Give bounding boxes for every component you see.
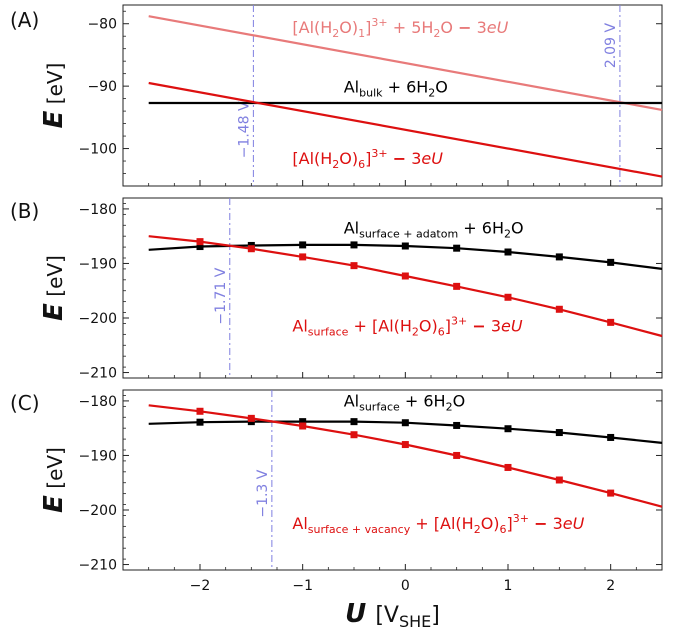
- y-tick-label: −210: [79, 558, 117, 574]
- y-tick-label: −210: [79, 366, 117, 382]
- data-point: [401, 242, 409, 250]
- x-tick-label: −2: [190, 578, 211, 594]
- data-point: [350, 431, 358, 439]
- data-point: [299, 253, 307, 261]
- series-annotation: Albulk + 6H2O: [344, 77, 448, 99]
- data-point: [247, 414, 255, 422]
- data-point: [555, 429, 563, 437]
- data-point: [607, 318, 615, 326]
- data-point: [504, 463, 512, 471]
- data-point: [607, 433, 615, 441]
- data-point: [196, 238, 204, 246]
- y-tick-label: −190: [79, 256, 117, 272]
- plot-frame: [122, 4, 663, 187]
- data-point: [453, 244, 461, 252]
- series-annotation: Alsurface + 6H2O: [344, 391, 465, 413]
- data-point: [504, 425, 512, 433]
- data-point: [299, 241, 307, 249]
- data-point: [555, 305, 563, 313]
- data-point: [247, 245, 255, 253]
- data-point: [401, 441, 409, 449]
- x-tick-label: 0: [401, 578, 410, 594]
- y-tick-label: −100: [79, 142, 117, 158]
- y-tick-label: −90: [87, 79, 117, 95]
- y-tick-label: −80: [87, 17, 117, 33]
- y-axis-label: E [eV]: [39, 255, 69, 321]
- y-axis-label: E [eV]: [39, 63, 69, 129]
- x-tick-label: 2: [606, 578, 615, 594]
- data-point: [504, 248, 512, 256]
- plot-frame: [122, 197, 663, 379]
- data-point: [555, 253, 563, 261]
- y-axis-label: E [eV]: [39, 447, 69, 513]
- data-point: [607, 489, 615, 497]
- data-point: [453, 451, 461, 459]
- data-point: [555, 476, 563, 484]
- potential-label: 2.09 V: [603, 23, 619, 69]
- data-point: [299, 418, 307, 426]
- potential-label: −1.71 V: [213, 267, 229, 324]
- series-line: [148, 81, 663, 178]
- series-annotation: Alsurface + [Al(H2O)6]3+ − 3eU: [292, 315, 522, 339]
- data-point: [504, 293, 512, 301]
- data-point: [401, 272, 409, 280]
- plot-frame: [122, 389, 663, 571]
- data-point: [196, 243, 204, 251]
- x-axis-label: U [VSHE]: [345, 599, 440, 631]
- data-point: [196, 418, 204, 426]
- series-annotation: Alsurface + vacancy + [Al(H2O)6]3+ − 3eU: [292, 512, 584, 536]
- data-point: [350, 418, 358, 426]
- y-tick-label: −200: [79, 503, 117, 519]
- series-annotation: Alsurface + adatom + 6H2O: [344, 218, 524, 240]
- x-tick-label: 1: [504, 578, 513, 594]
- data-point: [350, 241, 358, 249]
- data-point: [607, 258, 615, 266]
- panel-label: (A): [10, 8, 39, 32]
- y-tick-label: −180: [79, 394, 117, 410]
- series-annotation: [Al(H2O)1]3+ + 5H2O − 3eU: [292, 16, 508, 40]
- data-point: [196, 407, 204, 415]
- data-point: [453, 282, 461, 290]
- panel-b: (B) E [eV] −180 −190 −200 −210 −1.71 V Alsurfac…: [10, 197, 663, 382]
- data-point: [453, 421, 461, 429]
- y-tick-label: −200: [79, 311, 117, 327]
- panel-c: (C) E [eV] −180 −190 −200 −210 −2 −1 0 1 2 U [VSHE]…: [10, 389, 663, 631]
- data-point: [401, 419, 409, 427]
- potential-label: −1.3 V: [255, 469, 271, 517]
- series-line: [148, 15, 663, 111]
- potential-label: −1.48 V: [236, 101, 252, 158]
- panel-label: (C): [10, 391, 40, 415]
- y-tick-label: −180: [79, 202, 117, 218]
- panel-a: (A) E [eV] −80 −90 −100 −1.48 V 2.09 V [Al(H2O)…: [10, 4, 663, 187]
- data-point: [299, 422, 307, 430]
- y-tick-label: −190: [79, 448, 117, 464]
- panel-label: (B): [10, 199, 39, 223]
- data-point: [350, 262, 358, 270]
- x-tick-label: −1: [292, 578, 313, 594]
- series-annotation: [Al(H2O)6]3+ − 3eU: [292, 147, 443, 171]
